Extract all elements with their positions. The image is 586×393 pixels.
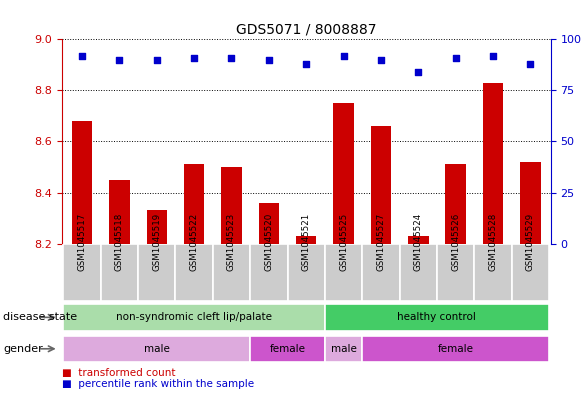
Bar	[184, 164, 205, 244]
Bar	[362, 336, 549, 362]
Text: male: male	[331, 344, 356, 354]
Bar	[109, 180, 130, 244]
Bar	[400, 244, 437, 301]
Bar	[221, 167, 242, 244]
Bar	[138, 244, 175, 301]
Text: GSM1045523: GSM1045523	[227, 213, 236, 271]
Text: GSM1045526: GSM1045526	[451, 213, 460, 271]
Point	[264, 57, 274, 63]
Text: GSM1045520: GSM1045520	[264, 213, 273, 271]
Text: GSM1045519: GSM1045519	[152, 213, 161, 271]
Point	[152, 57, 162, 63]
Bar	[288, 244, 325, 301]
Bar	[362, 244, 400, 301]
Bar	[333, 103, 354, 244]
Point	[339, 53, 348, 59]
Text: GSM1045517: GSM1045517	[77, 213, 87, 271]
Bar	[101, 244, 138, 301]
Point	[526, 61, 535, 67]
Bar	[250, 244, 288, 301]
Bar	[63, 244, 101, 301]
Text: gender: gender	[3, 344, 43, 354]
Text: healthy control: healthy control	[397, 312, 476, 322]
Bar	[63, 304, 325, 331]
Bar	[175, 244, 213, 301]
Bar	[325, 336, 362, 362]
Point	[77, 53, 87, 59]
Text: male: male	[144, 344, 170, 354]
Bar	[325, 304, 549, 331]
Point	[115, 57, 124, 63]
Bar	[408, 236, 428, 244]
Text: GSM1045528: GSM1045528	[489, 213, 498, 271]
Bar	[437, 244, 474, 301]
Bar	[296, 236, 316, 244]
Text: GSM1045527: GSM1045527	[376, 213, 386, 271]
Bar	[325, 244, 362, 301]
Text: GSM1045525: GSM1045525	[339, 213, 348, 271]
Bar	[63, 336, 250, 362]
Point	[301, 61, 311, 67]
Text: female: female	[270, 344, 305, 354]
Title: GDS5071 / 8008887: GDS5071 / 8008887	[236, 23, 376, 37]
Bar	[483, 83, 503, 244]
Point	[227, 55, 236, 61]
Bar	[445, 164, 466, 244]
Text: ■  percentile rank within the sample: ■ percentile rank within the sample	[62, 379, 254, 389]
Text: GSM1045522: GSM1045522	[190, 213, 199, 271]
Bar	[512, 244, 549, 301]
Bar	[474, 244, 512, 301]
Bar	[146, 210, 167, 244]
Bar	[520, 162, 540, 244]
Bar	[258, 203, 279, 244]
Point	[376, 57, 386, 63]
Point	[488, 53, 498, 59]
Bar	[213, 244, 250, 301]
Bar	[72, 121, 93, 244]
Text: GSM1045518: GSM1045518	[115, 213, 124, 271]
Point	[414, 69, 423, 75]
Bar	[250, 336, 325, 362]
Point	[189, 55, 199, 61]
Text: non-syndromic cleft lip/palate: non-syndromic cleft lip/palate	[116, 312, 272, 322]
Bar	[370, 126, 391, 244]
Text: disease state: disease state	[3, 312, 77, 322]
Text: GSM1045521: GSM1045521	[302, 213, 311, 271]
Text: ■  transformed count: ■ transformed count	[62, 368, 175, 378]
Text: GSM1045524: GSM1045524	[414, 213, 423, 271]
Text: GSM1045529: GSM1045529	[526, 213, 535, 271]
Point	[451, 55, 460, 61]
Text: female: female	[438, 344, 473, 354]
